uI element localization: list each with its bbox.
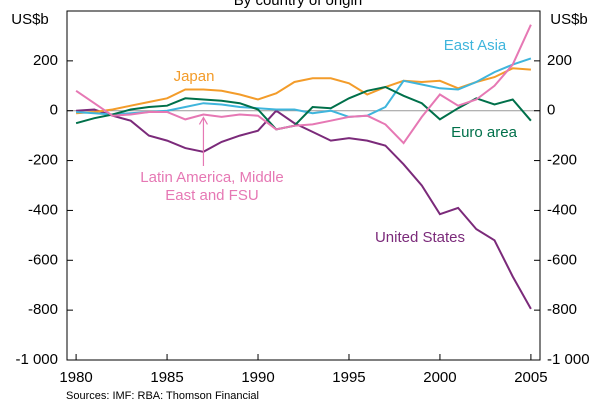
plot-frame xyxy=(66,10,541,361)
x-tick-label: 1995 xyxy=(332,369,365,386)
series-line xyxy=(76,67,531,115)
y-tick-label: -200 xyxy=(28,152,58,169)
y-tick-label: -1 000 xyxy=(15,351,58,368)
y2-tick-label: -400 xyxy=(547,201,577,218)
series-label: Japan xyxy=(174,68,215,85)
y2-tick-label: -1 000 xyxy=(547,351,590,368)
series-label: East and FSU xyxy=(165,187,258,204)
series-label: Latin America, Middle xyxy=(140,169,283,186)
y2-tick-label: 200 xyxy=(547,52,572,69)
series-line xyxy=(75,85,532,131)
x-tick-label: 2000 xyxy=(423,369,456,386)
chart-subtitle: By country of origin xyxy=(234,0,362,9)
series-label-arrowhead xyxy=(198,116,208,125)
source-note: Sources: IMF: RBA: Thomson Financial xyxy=(66,390,259,402)
series-label: East Asia xyxy=(444,37,507,54)
y2-tick-label: -800 xyxy=(547,301,577,318)
series-label: United States xyxy=(375,229,465,246)
x-tick-label: 1990 xyxy=(241,369,274,386)
y-tick-label: 200 xyxy=(33,52,58,69)
y-tick-label: -800 xyxy=(28,301,58,318)
x-tick-label: 1985 xyxy=(150,369,183,386)
series-line xyxy=(75,24,532,145)
x-tick-label: 1980 xyxy=(59,369,92,386)
y-tick-label: -600 xyxy=(28,251,58,268)
y2-axis-label: US$b xyxy=(550,11,588,28)
y2-tick-label: -200 xyxy=(547,152,577,169)
y-axis-label: US$b xyxy=(11,11,49,28)
y2-tick-label: -600 xyxy=(547,251,577,268)
x-tick-label: 2005 xyxy=(514,369,547,386)
y2-tick-label: 0 xyxy=(547,102,555,119)
y-tick-label: -400 xyxy=(28,201,58,218)
series-label: Euro area xyxy=(451,124,518,141)
y-tick-label: 0 xyxy=(50,102,58,119)
series-line xyxy=(76,108,532,310)
